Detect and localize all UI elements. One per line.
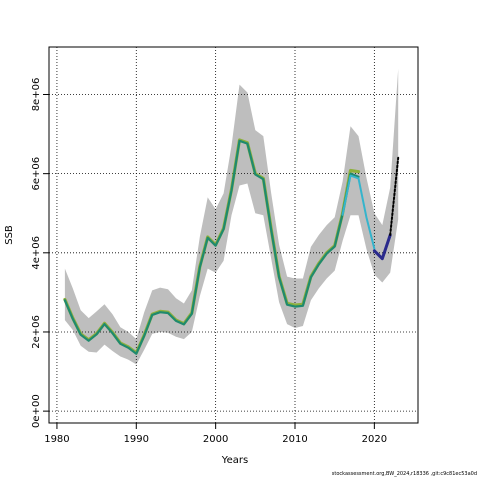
y-tick-label: 6e+06 [31, 157, 42, 191]
x-axis-label: Years [221, 455, 248, 466]
series-layer [63, 138, 400, 355]
x-axis: 1980 1990 2000 2010 2020 [44, 423, 387, 445]
x-tick-label: 1990 [124, 434, 149, 445]
series-line-4 [372, 233, 392, 261]
y-tick-label: 0e+00 [31, 394, 42, 428]
confidence-band [64, 68, 399, 365]
x-tick-label: 2000 [203, 434, 228, 445]
plot-frame [48, 46, 419, 424]
y-axis-label: SSB [4, 225, 15, 245]
confidence-band-layer [64, 68, 399, 365]
grid-layer [49, 47, 418, 423]
series-line-2 [63, 139, 360, 355]
series-line-3 [341, 174, 376, 250]
x-tick-label: 2020 [362, 434, 387, 445]
y-tick-label: 4e+06 [31, 236, 42, 270]
y-tick-label: 8e+06 [31, 78, 42, 112]
x-tick-label: 2010 [282, 434, 307, 445]
y-axis: 0e+00 2e+06 4e+06 6e+06 8e+06 [31, 78, 49, 428]
x-tick-label: 1980 [44, 434, 69, 445]
series-line-5 [389, 156, 400, 236]
y-tick-label: 2e+06 [31, 315, 42, 349]
footer-credit: stockassessment.org,BW_2024,r18336 ,git:… [331, 471, 477, 477]
